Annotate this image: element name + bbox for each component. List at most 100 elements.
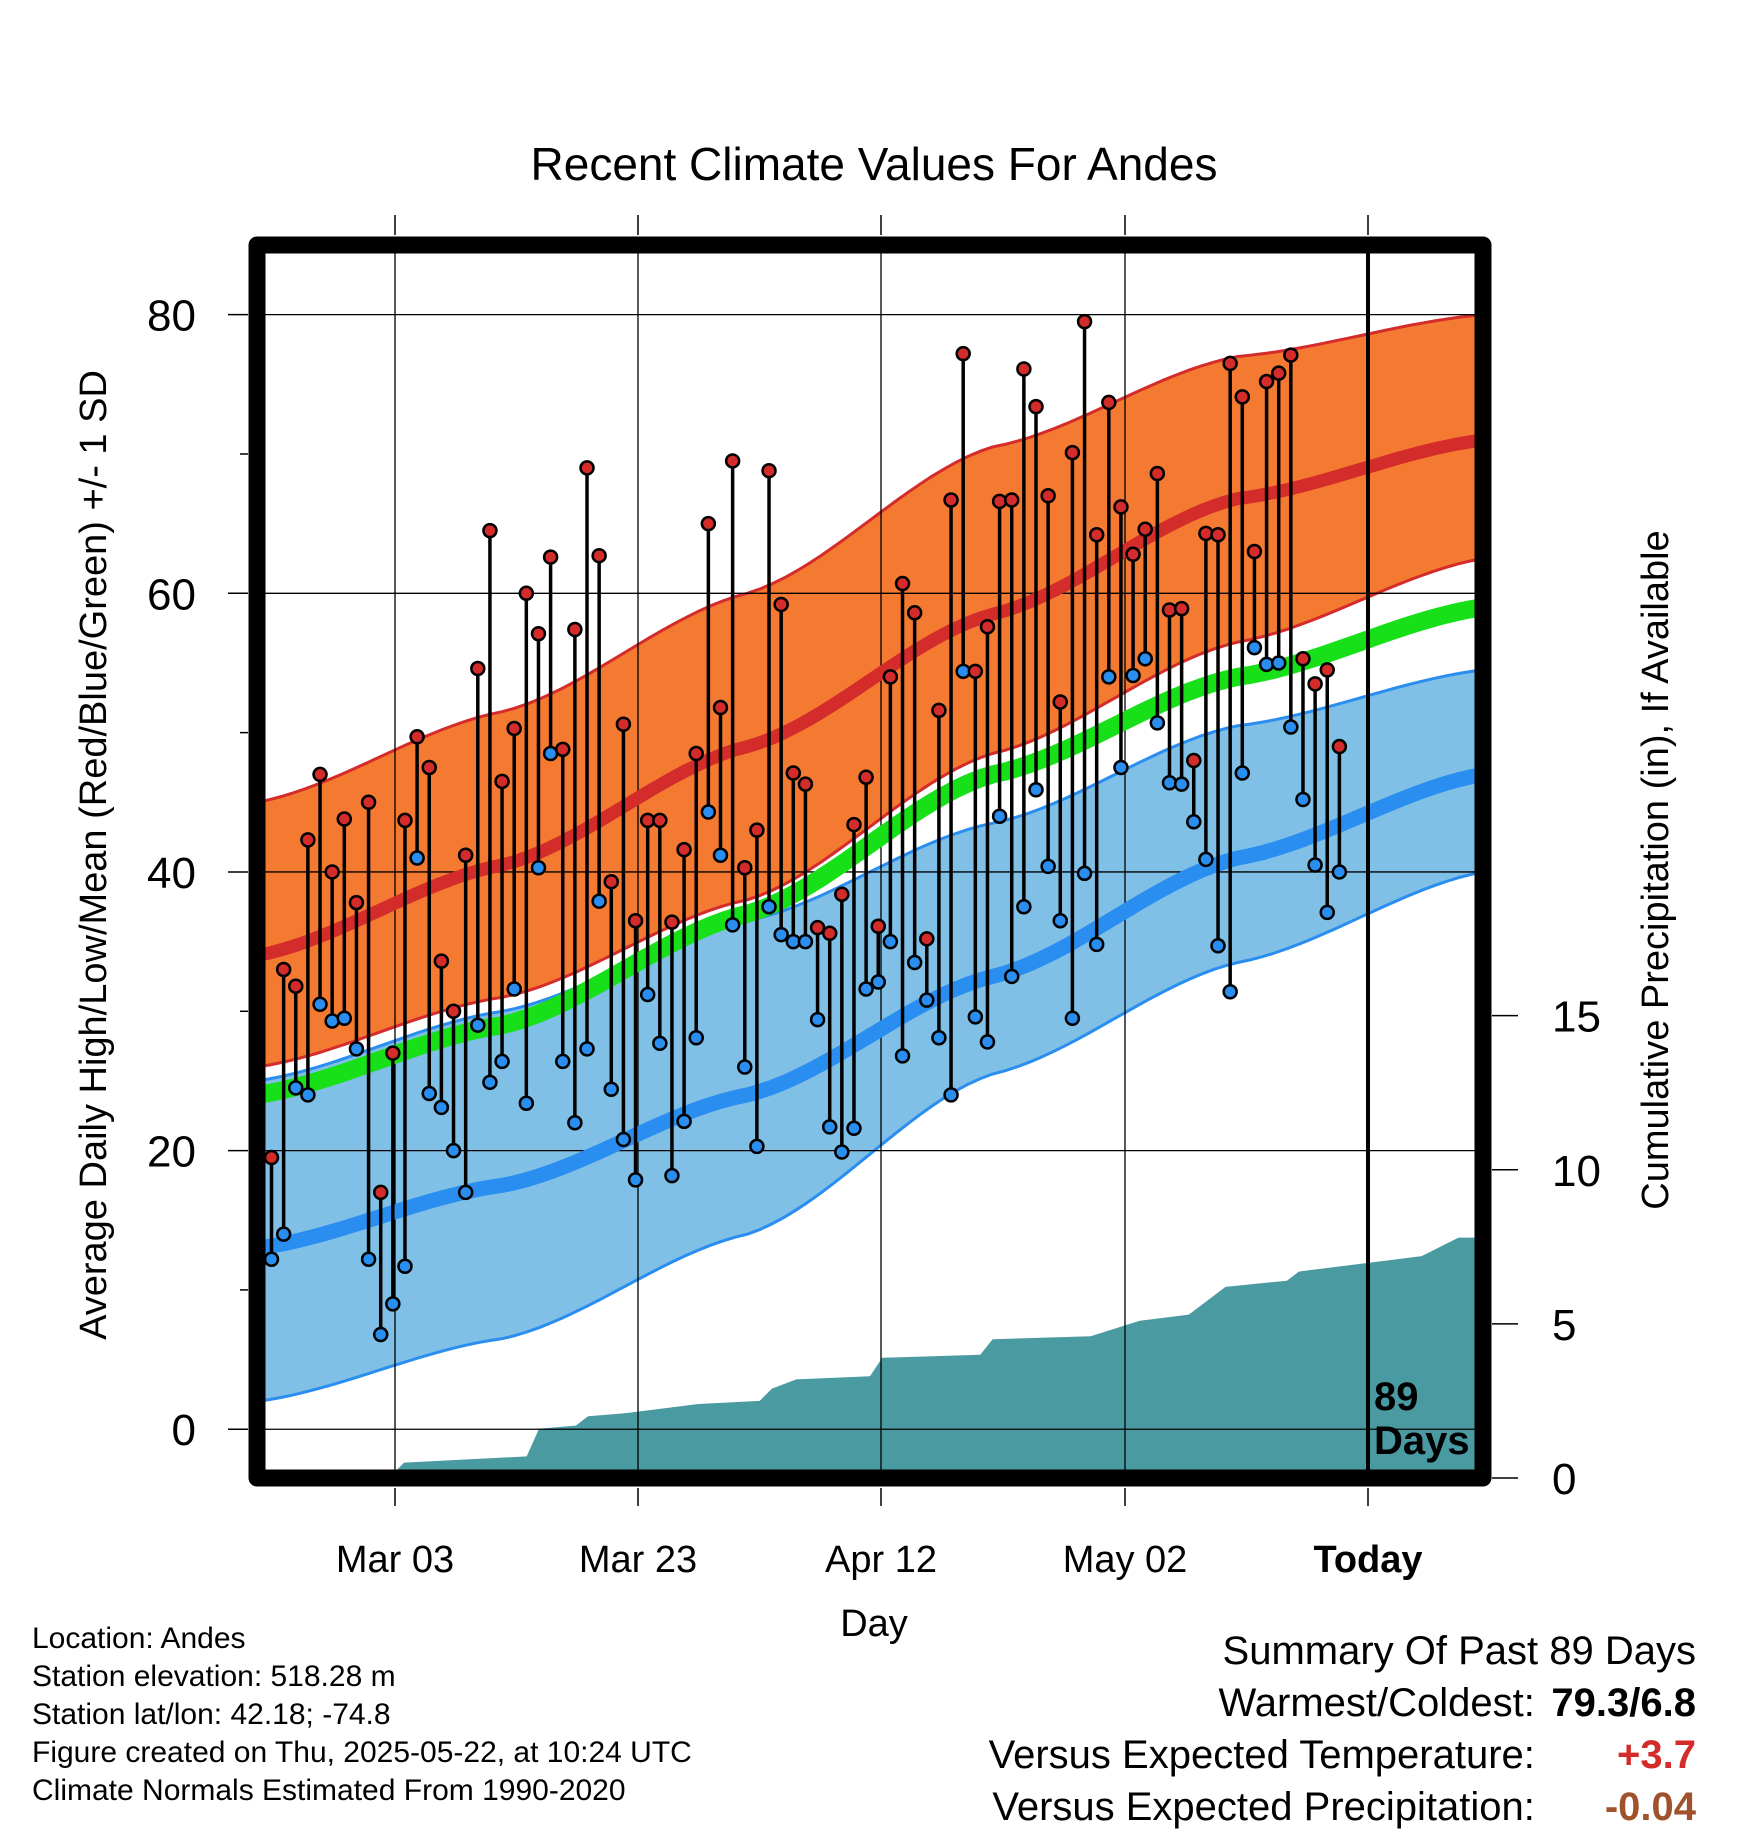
y-tick-label: 20 [147, 1128, 196, 1177]
low-point [1028, 781, 1044, 798]
low-point [1101, 669, 1117, 685]
y2-axis-label: Cumulative Precipitation (in), If Availa… [1635, 530, 1677, 1209]
high-point [1234, 389, 1251, 405]
high-point [894, 575, 911, 592]
x-axis: Mar 03 Mar 23 Apr 12 May 02 Today [336, 215, 1423, 1581]
low-point [579, 1041, 595, 1057]
summary-panel: Summary Of Past 89 Days Warmest/Coldest:… [989, 1625, 1696, 1833]
high-point [579, 460, 595, 476]
high-normal-band-upper-edge [256, 313, 1484, 804]
low-point [567, 1114, 583, 1131]
low-point [288, 1080, 304, 1096]
high-point [372, 1184, 389, 1201]
high-point [360, 794, 377, 811]
low-point [300, 1087, 316, 1103]
y2-tick-label: 10 [1552, 1147, 1601, 1196]
low-point [1016, 899, 1032, 915]
high-point [482, 522, 498, 539]
low-point [991, 808, 1008, 824]
low-point [627, 1172, 644, 1188]
high-point [603, 873, 620, 890]
high-point [336, 811, 353, 827]
low-point [894, 1048, 911, 1064]
high-point [773, 596, 789, 613]
low-point [1234, 765, 1251, 781]
low-point [603, 1081, 620, 1098]
high-point [554, 741, 571, 758]
low-point [1222, 984, 1238, 1000]
y-tick-label: 60 [147, 570, 196, 619]
low-point [809, 1011, 826, 1028]
high-point [1307, 676, 1323, 692]
high-point [1040, 488, 1056, 504]
high-point [688, 745, 704, 762]
high-point [858, 769, 874, 785]
low-point [967, 1009, 984, 1025]
low-point [397, 1258, 413, 1274]
low-point [979, 1034, 996, 1050]
low-point [494, 1053, 510, 1070]
high-point [1088, 527, 1105, 543]
normal-bands [256, 313, 1484, 1403]
x-tick-label: Mar 03 [336, 1539, 454, 1581]
low-point [676, 1113, 692, 1130]
low-point [1149, 715, 1166, 731]
station-info: Location: Andes Station elevation: 518.2… [32, 1620, 692, 1810]
low-point [797, 933, 814, 950]
high-point [445, 1003, 462, 1020]
high-point [712, 699, 729, 716]
high-point [457, 847, 474, 863]
y2-tick-label: 5 [1552, 1301, 1576, 1350]
low-point [652, 1035, 668, 1052]
low-point [1003, 968, 1020, 985]
low-point [1137, 651, 1153, 667]
high-point [385, 1045, 401, 1061]
temperature-label: Versus Expected Temperature: [988, 1733, 1535, 1777]
high-point [615, 716, 632, 733]
high-point [567, 621, 583, 638]
high-point [506, 720, 522, 737]
low-point [1246, 639, 1263, 656]
low-point [470, 1017, 486, 1033]
high-point [409, 729, 425, 745]
low-point [821, 1119, 838, 1135]
elevation-text: Station elevation: 518.28 m [32, 1660, 396, 1693]
high-point [1113, 499, 1129, 515]
summary-precipitation: Versus Expected Precipitation: -0.04 [989, 1781, 1696, 1833]
precipitation-value: -0.04 [1604, 1785, 1696, 1829]
location-text: Location: Andes [32, 1622, 246, 1655]
high-point [846, 816, 862, 833]
low-point [749, 1138, 765, 1155]
low-normal-band-lower-edge [256, 870, 1484, 1403]
low-point [1040, 858, 1056, 875]
high-point [785, 765, 802, 781]
x-tick-label: Today [1313, 1539, 1422, 1581]
high-point [324, 864, 340, 880]
chart-title: Recent Climate Values For Andes [531, 138, 1218, 190]
high-point [652, 812, 668, 829]
low-point [943, 1087, 959, 1103]
high-point [737, 860, 753, 876]
low-point [591, 893, 607, 909]
high-point [1028, 398, 1044, 415]
created-text: Figure created on Thu, 2025-05-22, at 10… [32, 1736, 692, 1769]
low-point [1283, 719, 1299, 735]
high-point [494, 773, 510, 790]
low-point [639, 986, 656, 1003]
low-point [906, 954, 923, 971]
low-point [518, 1095, 535, 1111]
y-axis-label: Average Daily High/Low/Mean (Red/Blue/Gr… [73, 370, 115, 1340]
y2-tick-label: 0 [1552, 1455, 1576, 1504]
latlon-text: Station lat/lon: 42.18; -74.8 [32, 1698, 391, 1731]
x-tick-label: May 02 [1063, 1539, 1188, 1581]
high-point [470, 660, 486, 677]
high-point [348, 894, 365, 911]
summary-heading: Summary Of Past 89 Days [1222, 1629, 1696, 1673]
high-point [1283, 347, 1299, 363]
low-point [433, 1099, 450, 1116]
low-point [324, 1013, 340, 1029]
high-point [1137, 521, 1153, 537]
high-point [1246, 543, 1263, 560]
low-point [858, 981, 874, 997]
